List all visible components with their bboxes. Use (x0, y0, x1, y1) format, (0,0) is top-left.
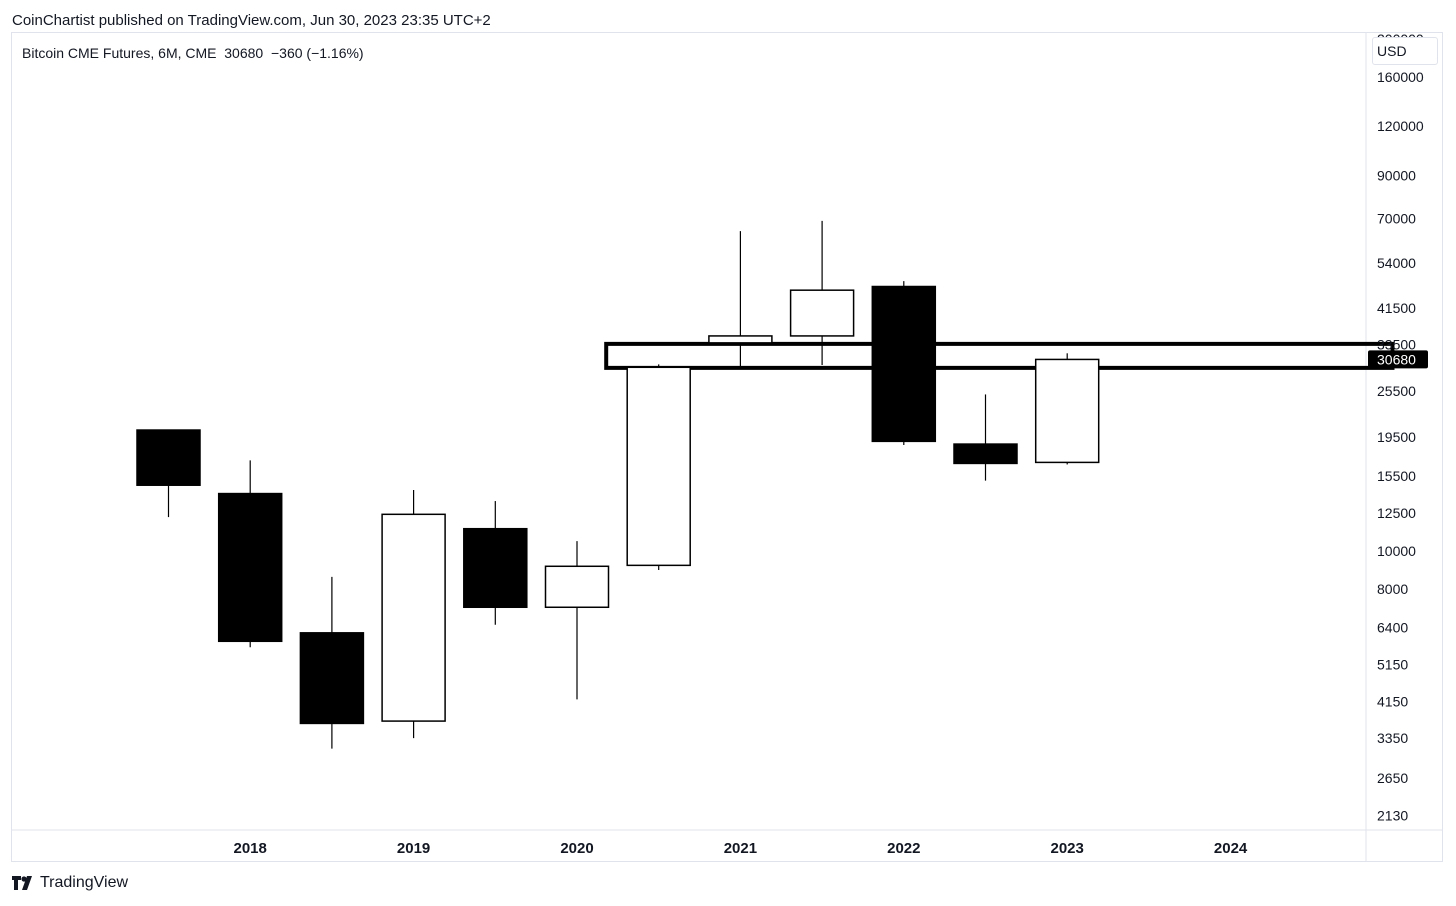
y-tick-label: 70000 (1377, 210, 1416, 226)
y-tick-label: 54000 (1377, 255, 1416, 271)
y-tick-label: 5150 (1377, 657, 1408, 673)
candle[interactable] (708, 231, 773, 370)
resistance-zone-box[interactable] (604, 341, 1395, 370)
y-tick-label: 90000 (1377, 167, 1416, 183)
y-tick-label: 15500 (1377, 468, 1416, 484)
candle[interactable] (871, 281, 937, 445)
y-tick-label: 4150 (1377, 693, 1408, 709)
candle-body-bullish (789, 289, 855, 337)
chart-frame (11, 32, 1443, 862)
last-price-badge: 30680 (1368, 350, 1428, 369)
x-tick-label: 2020 (560, 840, 593, 857)
candle[interactable] (299, 576, 365, 749)
candle[interactable] (626, 364, 691, 571)
candle-body-bearish (136, 429, 201, 486)
y-tick-label: 3350 (1377, 730, 1408, 746)
y-tick-label: 33500 (1377, 336, 1416, 352)
candle[interactable] (381, 489, 446, 739)
y-tick-label: 25500 (1377, 383, 1416, 399)
y-tick-label: 8000 (1377, 581, 1408, 597)
y-tick-label: 10000 (1377, 543, 1416, 559)
candle-body-bullish (1034, 358, 1100, 464)
candle-body-bearish (871, 285, 937, 443)
candle[interactable] (136, 429, 201, 518)
candle-body-bullish (626, 366, 691, 567)
y-tick-label: 120000 (1377, 118, 1424, 134)
y-tick-label: 6400 (1377, 619, 1408, 635)
y-tick-label: 19500 (1377, 429, 1416, 445)
y-tick-label: 12500 (1377, 505, 1416, 521)
y-tick-label: 2130 (1377, 808, 1408, 824)
candle[interactable] (789, 220, 855, 365)
candle-body-bullish (544, 565, 610, 609)
published-by-line: CoinChartist published on TradingView.co… (12, 12, 491, 29)
x-tick-label: 2024 (1214, 840, 1248, 857)
symbol-legend[interactable]: Bitcoin CME Futures, 6M, CME 30680 −360 … (22, 45, 364, 61)
y-tick-label: 41500 (1377, 300, 1416, 316)
tradingview-logo-icon (12, 876, 32, 890)
x-tick-label: 2019 (397, 840, 430, 857)
x-tick-label: 2022 (887, 840, 920, 857)
last-price-badge-bg (1368, 350, 1428, 369)
tradingview-brand[interactable]: TradingView (12, 874, 128, 892)
candle[interactable] (463, 501, 528, 625)
y-tick-label: 2650 (1377, 770, 1408, 786)
candle[interactable] (544, 541, 610, 700)
brand-name: TradingView (40, 874, 129, 891)
candle-body-bullish (381, 513, 446, 722)
x-tick-label: 2021 (724, 840, 757, 857)
candle[interactable] (1034, 353, 1100, 465)
last-price-badge-label: 30680 (1377, 351, 1416, 367)
candle-body-bearish (463, 527, 528, 609)
y-tick-label: 160000 (1377, 69, 1424, 85)
candle-body-bearish (217, 492, 283, 643)
candle-body-bearish (953, 443, 1018, 465)
currency-unit-label[interactable]: USD (1372, 37, 1438, 65)
candle[interactable] (953, 394, 1018, 481)
x-tick-label: 2018 (234, 840, 267, 857)
candle-body-bearish (299, 632, 365, 725)
x-tick-label: 2023 (1051, 840, 1084, 857)
candle-body-bullish (708, 335, 773, 344)
candle[interactable] (217, 460, 283, 648)
